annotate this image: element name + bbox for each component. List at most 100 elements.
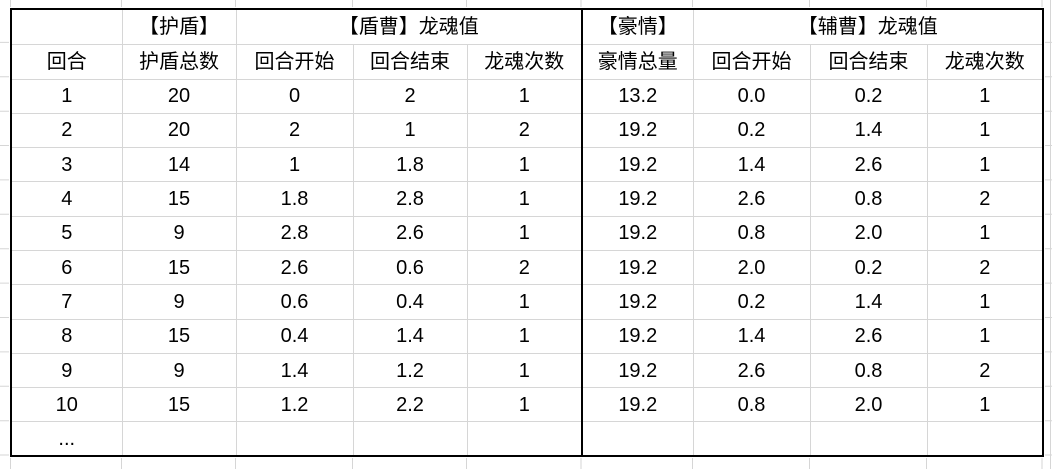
table-cell[interactable]: 2.6 (809, 147, 928, 183)
group-header-passion[interactable]: 【豪情】 (581, 8, 694, 45)
table-cell[interactable] (692, 421, 811, 457)
table-cell[interactable]: 1.4 (809, 284, 928, 320)
table-cell[interactable]: 2.0 (809, 215, 928, 251)
table-cell[interactable]: 19.2 (581, 181, 694, 217)
table-cell[interactable]: 2 (926, 249, 1044, 286)
corner-cell[interactable] (10, 8, 123, 45)
table-cell[interactable]: 19.2 (581, 352, 694, 389)
table-cell[interactable]: 19.2 (581, 249, 694, 286)
table-cell[interactable]: 2 (926, 181, 1044, 217)
table-cell[interactable]: 2 (352, 78, 468, 114)
table-cell[interactable]: 1 (235, 147, 354, 183)
table-cell[interactable]: 1.2 (352, 352, 468, 389)
table-cell[interactable]: 1.4 (692, 318, 811, 354)
table-cell[interactable]: 9 (121, 352, 237, 389)
column-header-round[interactable]: 回合 (10, 43, 123, 80)
table-cell[interactable]: 0.4 (352, 284, 468, 320)
table-cell[interactable]: 1 (926, 78, 1044, 114)
table-cell[interactable]: 2.6 (692, 352, 811, 389)
table-cell[interactable]: 20 (121, 78, 237, 114)
table-cell[interactable]: 1 (352, 112, 468, 149)
table-cell[interactable] (809, 421, 928, 457)
table-cell[interactable]: 2 (466, 112, 583, 149)
table-cell[interactable]: 2.2 (352, 387, 468, 423)
table-cell[interactable]: 7 (10, 284, 123, 320)
table-cell[interactable]: 2.6 (235, 249, 354, 286)
table-cell[interactable]: 0.8 (692, 215, 811, 251)
table-cell[interactable] (581, 421, 694, 457)
group-header-shield-officer-dragon-soul[interactable]: 【盾曹】龙魂值 (235, 8, 583, 45)
table-cell[interactable]: 1 (466, 215, 583, 251)
table-cell[interactable]: 0.0 (692, 78, 811, 114)
table-cell[interactable]: 0 (235, 78, 354, 114)
table-cell[interactable]: 19.2 (581, 112, 694, 149)
table-cell[interactable]: 2.6 (809, 318, 928, 354)
table-cell[interactable]: 8 (10, 318, 123, 354)
table-cell[interactable]: 1 (466, 147, 583, 183)
table-cell[interactable]: 15 (121, 181, 237, 217)
column-header-dragon-soul-count[interactable]: 龙魂次数 (926, 43, 1044, 80)
table-cell[interactable]: 1 (926, 387, 1044, 423)
table-cell[interactable]: 15 (121, 249, 237, 286)
table-cell[interactable]: 1.4 (692, 147, 811, 183)
table-cell[interactable]: 0.2 (692, 112, 811, 149)
table-cell[interactable]: 0.8 (809, 181, 928, 217)
table-cell[interactable]: 14 (121, 147, 237, 183)
table-cell[interactable]: 1 (466, 318, 583, 354)
table-cell[interactable]: ... (10, 421, 123, 457)
table-cell[interactable]: 1 (466, 284, 583, 320)
table-cell[interactable]: 2.6 (692, 181, 811, 217)
table-cell[interactable] (235, 421, 354, 457)
table-cell[interactable]: 0.4 (235, 318, 354, 354)
table-cell[interactable]: 0.2 (809, 249, 928, 286)
group-header-shield[interactable]: 【护盾】 (121, 8, 237, 45)
table-cell[interactable]: 2.6 (352, 215, 468, 251)
column-header-round-end[interactable]: 回合结束 (352, 43, 468, 80)
table-cell[interactable]: 0.6 (352, 249, 468, 286)
table-cell[interactable]: 0.6 (235, 284, 354, 320)
table-cell[interactable]: 19.2 (581, 215, 694, 251)
table-cell[interactable] (121, 421, 237, 457)
table-cell[interactable]: 2 (235, 112, 354, 149)
table-cell[interactable]: 1 (926, 215, 1044, 251)
table-cell[interactable]: 0.8 (809, 352, 928, 389)
table-cell[interactable]: 3 (10, 147, 123, 183)
table-cell[interactable]: 5 (10, 215, 123, 251)
table-cell[interactable]: 9 (121, 215, 237, 251)
column-header-dragon-soul-count[interactable]: 龙魂次数 (466, 43, 583, 80)
table-cell[interactable]: 1 (466, 181, 583, 217)
table-cell[interactable]: 15 (121, 387, 237, 423)
table-cell[interactable]: 1 (10, 78, 123, 114)
table-cell[interactable] (926, 421, 1044, 457)
table-cell[interactable]: 1.2 (235, 387, 354, 423)
column-header-round-end[interactable]: 回合结束 (809, 43, 928, 80)
column-header-passion-total[interactable]: 豪情总量 (581, 43, 694, 80)
table-cell[interactable]: 9 (121, 284, 237, 320)
table-cell[interactable]: 19.2 (581, 318, 694, 354)
table-cell[interactable]: 2 (466, 249, 583, 286)
table-cell[interactable]: 1.8 (352, 147, 468, 183)
column-header-round-start[interactable]: 回合开始 (692, 43, 811, 80)
table-cell[interactable]: 9 (10, 352, 123, 389)
table-cell[interactable]: 1 (926, 112, 1044, 149)
table-cell[interactable]: 1.4 (352, 318, 468, 354)
table-cell[interactable]: 19.2 (581, 284, 694, 320)
table-cell[interactable]: 0.2 (692, 284, 811, 320)
group-header-aux-officer-dragon-soul[interactable]: 【辅曹】龙魂值 (692, 8, 1044, 45)
table-cell[interactable]: 19.2 (581, 387, 694, 423)
table-cell[interactable]: 1 (466, 352, 583, 389)
table-cell[interactable]: 0.2 (809, 78, 928, 114)
column-header-round-start[interactable]: 回合开始 (235, 43, 354, 80)
table-cell[interactable]: 6 (10, 249, 123, 286)
table-cell[interactable]: 1.4 (235, 352, 354, 389)
table-cell[interactable] (466, 421, 583, 457)
table-cell[interactable]: 2 (926, 352, 1044, 389)
table-cell[interactable]: 2 (10, 112, 123, 149)
table-cell[interactable]: 13.2 (581, 78, 694, 114)
table-cell[interactable]: 1 (466, 78, 583, 114)
table-cell[interactable]: 15 (121, 318, 237, 354)
table-cell[interactable]: 0.8 (692, 387, 811, 423)
table-cell[interactable]: 1 (466, 387, 583, 423)
table-cell[interactable]: 19.2 (581, 147, 694, 183)
table-cell[interactable]: 2.8 (352, 181, 468, 217)
